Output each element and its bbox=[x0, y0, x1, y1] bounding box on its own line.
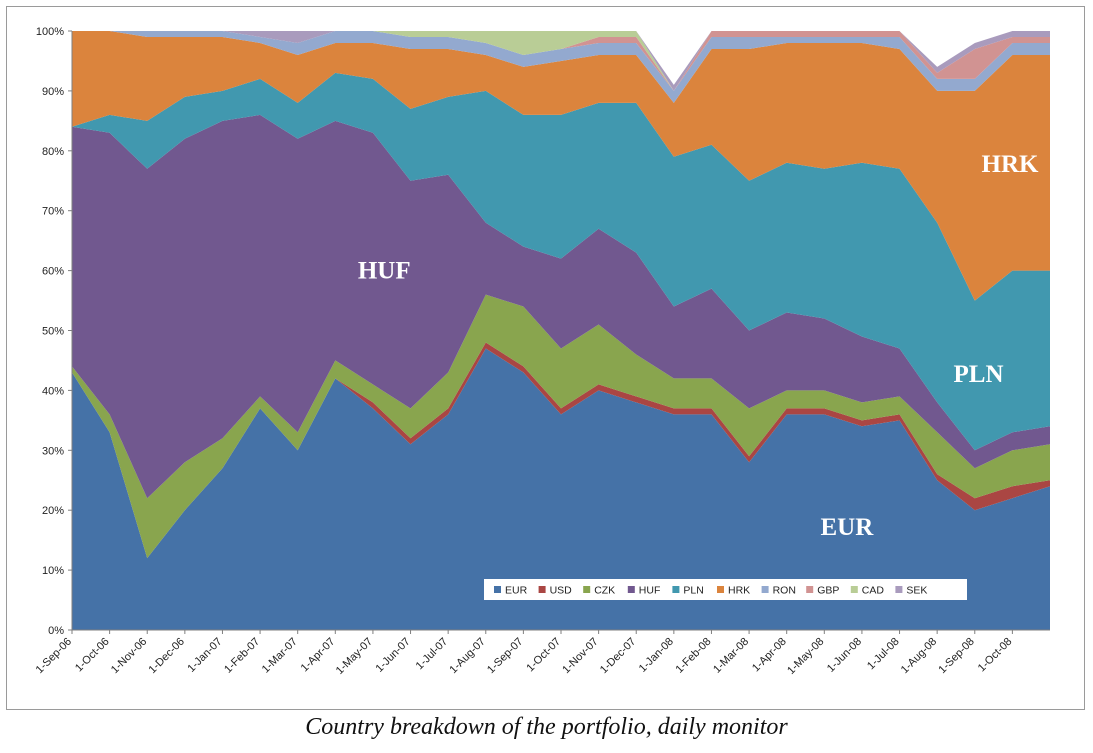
x-tick-label: 1-Jun-08 bbox=[825, 636, 864, 675]
area-label-huf: HUF bbox=[358, 257, 411, 284]
x-tick-label: 1-Sep-08 bbox=[936, 636, 976, 676]
y-tick-label: 70% bbox=[42, 206, 64, 218]
legend-label-czk: CZK bbox=[594, 585, 615, 597]
legend: EUR USD CZK HUF PLN HRK RON GBP CAD SEK bbox=[484, 579, 967, 600]
x-tick-label: 1-Jul-07 bbox=[414, 636, 451, 673]
x-tick-label: 1-Jan-07 bbox=[185, 636, 224, 675]
x-tick-label: 1-Aug-07 bbox=[447, 636, 487, 676]
legend-swatch-huf bbox=[627, 586, 635, 593]
x-tick-label: 1-Dec-07 bbox=[598, 636, 638, 676]
area-pln bbox=[72, 72, 1050, 451]
legend-label-sek: SEK bbox=[906, 585, 927, 597]
x-tick-label: 1-Jan-08 bbox=[637, 636, 676, 675]
x-tick-label: 1-Sep-06 bbox=[34, 636, 74, 676]
x-tick-label: 1-Oct-08 bbox=[976, 636, 1015, 675]
x-tick-label: 1-Nov-06 bbox=[109, 636, 149, 676]
x-tick-label: 1-Sep-07 bbox=[485, 636, 525, 676]
area-eur bbox=[72, 348, 1050, 630]
y-tick-label: 20% bbox=[42, 505, 64, 517]
legend-swatch-sek bbox=[895, 586, 903, 593]
legend-label-cad: CAD bbox=[862, 585, 885, 597]
legend-label-gbp: GBP bbox=[817, 585, 839, 597]
x-tick-label: 1-Jul-08 bbox=[865, 636, 902, 673]
legend-swatch-cad bbox=[850, 586, 858, 593]
x-tick-label: 1-Mar-07 bbox=[260, 636, 300, 676]
legend-swatch-ron bbox=[761, 586, 769, 593]
y-tick-label: 60% bbox=[42, 266, 64, 278]
y-tick-label: 50% bbox=[42, 326, 64, 338]
y-tick-label: 90% bbox=[42, 86, 64, 98]
y-tick-label: 80% bbox=[42, 146, 64, 158]
x-tick-label: 1-Feb-07 bbox=[222, 636, 262, 676]
x-tick-label: 1-Aug-08 bbox=[899, 636, 939, 676]
area-label-hrk: HRK bbox=[982, 151, 1040, 178]
area-label-pln: PLN bbox=[954, 361, 1004, 388]
x-tick-label: 1-Mar-08 bbox=[711, 636, 751, 676]
area-ron bbox=[72, 31, 1050, 103]
x-tick-label: 1-Dec-06 bbox=[146, 636, 186, 676]
legend-swatch-pln bbox=[672, 586, 680, 593]
areas-layer bbox=[72, 31, 1050, 630]
x-tick-label: 1-Apr-08 bbox=[750, 636, 789, 675]
legend-swatch-gbp bbox=[806, 586, 814, 593]
legend-label-huf: HUF bbox=[639, 585, 661, 597]
y-tick-label: 40% bbox=[42, 385, 64, 397]
legend-swatch-czk bbox=[583, 586, 591, 593]
x-tick-label: 1-Oct-07 bbox=[524, 636, 563, 675]
x-tick-label: 1-Nov-07 bbox=[560, 636, 600, 676]
legend-swatch-eur bbox=[494, 586, 501, 593]
x-tick-label: 1-Apr-07 bbox=[299, 636, 338, 675]
x-tick-label: 1-May-08 bbox=[785, 636, 826, 677]
legend-label-ron: RON bbox=[773, 585, 796, 597]
legend-label-pln: PLN bbox=[683, 585, 703, 597]
legend-swatch-hrk bbox=[717, 586, 724, 593]
legend-swatch-usd bbox=[538, 586, 546, 593]
y-tick-label: 30% bbox=[42, 445, 64, 457]
y-tick-label: 10% bbox=[42, 565, 64, 577]
stacked-area-chart: 0% 10% 20% 30% 40% 50% 60% 70% 80% 90% 100% 1-Sep-0… bbox=[34, 26, 1050, 677]
chart-caption: Country breakdown of the portfolio, dail… bbox=[305, 714, 788, 740]
area-hrk bbox=[72, 31, 1050, 301]
x-tick-label: 1-Feb-08 bbox=[674, 636, 714, 676]
y-tick-label: 0% bbox=[48, 625, 64, 637]
legend-label-usd: USD bbox=[550, 585, 573, 597]
legend-label-eur: EUR bbox=[505, 585, 528, 597]
y-tick-label: 100% bbox=[36, 26, 64, 38]
x-tick-label: 1-Jun-07 bbox=[373, 636, 412, 675]
area-huf bbox=[72, 114, 1050, 499]
legend-box bbox=[484, 579, 967, 600]
area-cad bbox=[72, 31, 1050, 91]
legend-label-hrk: HRK bbox=[728, 585, 750, 597]
area-labels-layer: HUF EUR PLN HRK bbox=[358, 151, 1039, 541]
area-label-eur: EUR bbox=[820, 514, 874, 541]
x-tick-label: 1-May-07 bbox=[334, 636, 375, 677]
x-tick-label: 1-Oct-06 bbox=[73, 636, 112, 675]
